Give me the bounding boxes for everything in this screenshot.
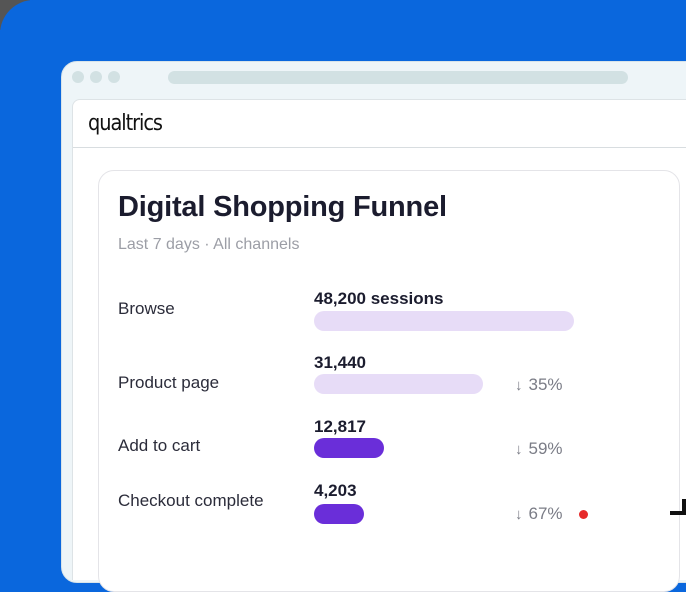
window-dot-maximize[interactable] bbox=[108, 71, 120, 83]
window-controls bbox=[72, 71, 120, 83]
drop-off-rate: ↓ 59% bbox=[515, 439, 563, 458]
funnel-stage-value: 31,440 bbox=[314, 353, 366, 372]
browser-window: qualtrics Digital Shopping Funnel Last 7… bbox=[61, 61, 686, 592]
funnel-bar-product-page bbox=[314, 374, 483, 394]
corner-bracket-decoration bbox=[670, 499, 686, 515]
funnel-stage-label: Add to cart bbox=[118, 436, 201, 455]
funnel-bar-add-to-cart bbox=[314, 438, 384, 458]
funnel-bar-browse bbox=[314, 311, 574, 331]
window-dot-close[interactable] bbox=[72, 71, 84, 83]
window-dot-minimize[interactable] bbox=[90, 71, 102, 83]
card-title: Digital Shopping Funnel bbox=[118, 191, 447, 223]
background-panel bbox=[0, 0, 60, 60]
page-content: qualtrics Digital Shopping Funnel Last 7… bbox=[72, 99, 686, 592]
funnel-stage-value: 48,200 sessions bbox=[314, 289, 444, 308]
funnel-card: Digital Shopping Funnel Last 7 days · Al… bbox=[98, 170, 680, 592]
funnel-stage-label: Product page bbox=[118, 373, 220, 392]
drop-off-rate: ↓ 35% bbox=[515, 375, 563, 394]
funnel-stage-label: Checkout complete bbox=[118, 491, 264, 510]
drop-off-rate: ↓ 67% bbox=[515, 504, 563, 523]
arrow-down-icon: ↓ bbox=[515, 441, 523, 458]
address-bar[interactable] bbox=[168, 71, 628, 84]
arrow-down-icon: ↓ bbox=[515, 377, 523, 394]
card-subtitle: Last 7 days · All channels bbox=[118, 236, 300, 253]
brand-header: qualtrics bbox=[73, 100, 686, 148]
funnel-bar-checkout-complete bbox=[314, 504, 364, 524]
brand-logo[interactable]: qualtrics bbox=[88, 111, 163, 136]
funnel-stage-value: 4,203 bbox=[314, 481, 357, 500]
funnel-stage-value: 12,817 bbox=[314, 417, 366, 436]
funnel-stage-label: Browse bbox=[118, 299, 175, 318]
